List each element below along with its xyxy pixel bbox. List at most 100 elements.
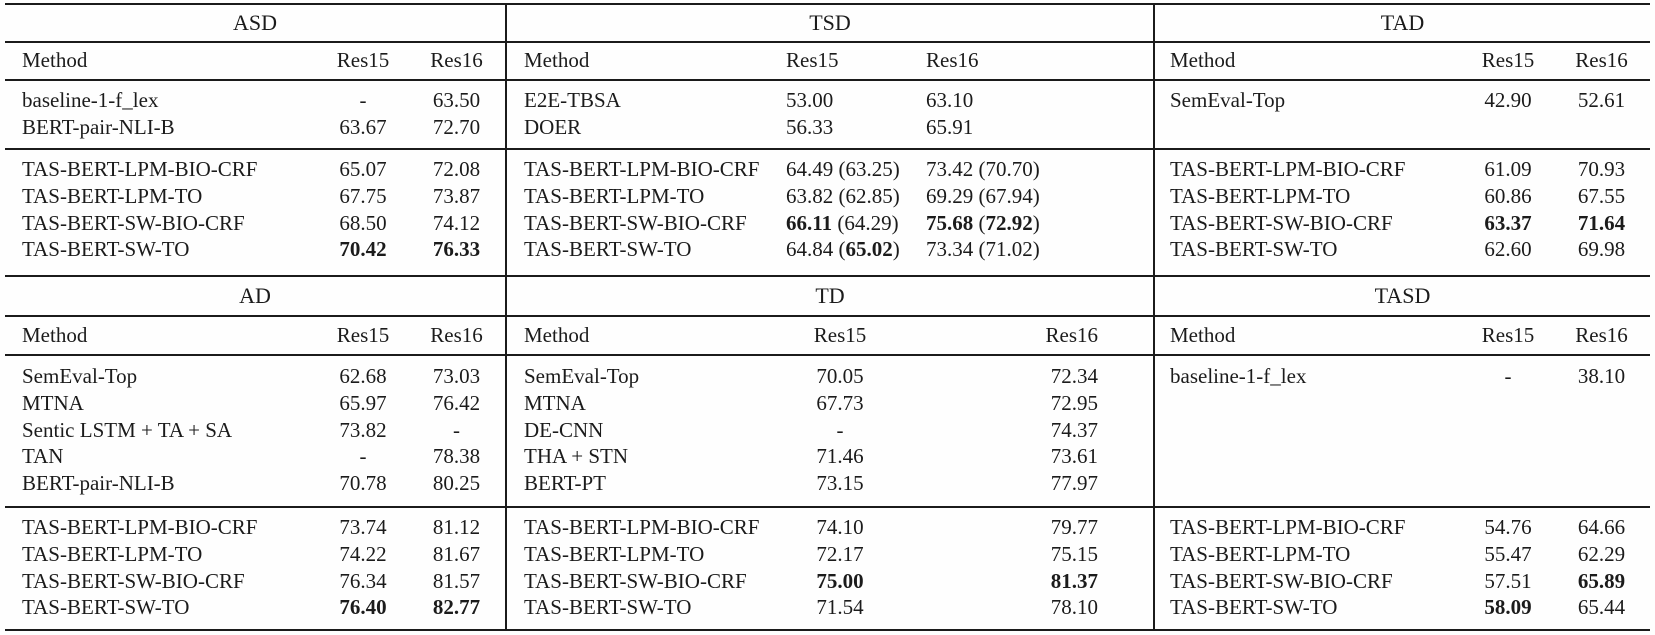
res15-cell: 70.78 [339, 471, 387, 496]
table-row: SemEval-Top 70.05 72.34 [507, 363, 1153, 390]
res15-cell: 58.09 [1484, 595, 1532, 620]
res16-column-header: Res16 [1575, 48, 1628, 72]
table-row: TAS-BERT-LPM-TO 72.17 75.15 [507, 541, 1153, 568]
table-row: SemEval-Top 42.90 52.61 [1155, 87, 1650, 114]
panel-tad-column-headers: Method Res15 Res16 [1155, 43, 1650, 81]
results-table: ASD Method Res15 Res16 baseline-1-f_lex -… [5, 3, 1650, 631]
res16-cell: 65.91 [926, 114, 974, 139]
res16-cell: 78.10 [1050, 595, 1098, 620]
panel-ad-baseline-rows: SemEval-Top 62.68 73.03 MTNA 65.97 76.42 Senti… [5, 356, 505, 508]
panel-tasd-baseline-rows: baseline-1-f_lex - 38.10 [1155, 356, 1650, 508]
res15-cell: 55.47 [1484, 541, 1532, 566]
panel-tsd-column-headers: Method Res15 Res16 [507, 43, 1153, 81]
res15-cell: 76.40 [339, 595, 387, 620]
table-row: TAS-BERT-LPM-BIO-CRF 73.74 81.12 [5, 514, 505, 541]
panel-tsd-title: TSD [507, 5, 1153, 43]
panel-tasd-title: TASD [1155, 277, 1650, 317]
res16-cell: 65.89 [1577, 568, 1626, 593]
panel-tad: TAD Method Res15 Res16 SemEval-Top 42.90 5… [1153, 5, 1650, 277]
method-cell: TAS-BERT-LPM-BIO-CRF [1170, 515, 1406, 539]
method-cell: THA + STN [524, 444, 629, 469]
method-cell: TAS-BERT-LPM-BIO-CRF [22, 515, 258, 539]
table-row: TAS-BERT-LPM-BIO-CRF 61.09 70.93 [1155, 156, 1650, 183]
table-row: DOER 56.33 65.91 [507, 114, 1153, 141]
table-row: MTNA 67.73 72.95 [507, 390, 1153, 417]
res15-cell: 75.00 [816, 568, 864, 593]
res16-cell: 73.42 (70.70) [926, 157, 1040, 181]
res16-cell: 69.29 (67.94) [926, 183, 1040, 208]
res16-cell: 82.77 [432, 595, 481, 620]
method-cell: TAS-BERT-SW-TO [1170, 237, 1338, 262]
panel-asd-tas-rows: TAS-BERT-LPM-BIO-CRF 65.07 72.08 TAS-BERT-L… [5, 150, 505, 277]
res15-cell: 74.10 [816, 515, 864, 539]
res16-column-header: Res16 [430, 48, 483, 72]
table-row: TAS-BERT-SW-TO 70.42 76.33 [5, 236, 505, 263]
panel-tasd: TASD Method Res15 Res16 baseline-1-f_lex… [1153, 277, 1650, 631]
method-cell: SemEval-Top [22, 364, 138, 388]
res15-cell: 65.97 [339, 390, 387, 415]
res16-column-header: Res16 [430, 323, 483, 347]
table-row: BERT-pair-NLI-B 63.67 72.70 [5, 114, 505, 141]
method-cell: TAS-BERT-SW-TO [22, 237, 190, 262]
table-row: E2E-TBSA 53.00 63.10 [507, 87, 1153, 114]
res16-cell: 75.15 [1050, 541, 1098, 566]
panel-tasd-column-headers: Method Res15 Res16 [1155, 317, 1650, 356]
res16-cell: 76.42 [432, 390, 481, 415]
res15-cell: 76.34 [339, 568, 387, 593]
res16-cell: 67.55 [1577, 183, 1626, 208]
method-cell: BERT-pair-NLI-B [22, 114, 175, 139]
table-row: BERT-PT 73.15 77.97 [507, 470, 1153, 497]
method-cell: TAS-BERT-SW-TO [524, 595, 692, 620]
table-row: TAS-BERT-LPM-TO 63.82 (62.85) 69.29 (67.94… [507, 183, 1153, 210]
res16-column-header: Res16 [1575, 323, 1628, 347]
res15-column-header: Res15 [1481, 48, 1535, 72]
table-row: TAS-BERT-LPM-TO 67.75 73.87 [5, 183, 505, 210]
res15-cell: 73.82 [339, 417, 387, 442]
panel-td-column-headers: Method Res15 Res16 [507, 317, 1153, 356]
res15-cell: - [1504, 364, 1512, 388]
method-column-header: Method [1170, 48, 1236, 72]
panel-tsd-tas-rows: TAS-BERT-LPM-BIO-CRF 64.49 (63.25) 73.42 (… [507, 150, 1153, 277]
method-cell: SemEval-Top [1170, 88, 1286, 112]
res16-cell: 69.98 [1577, 237, 1626, 262]
panel-tsd: TSD Method Res15 Res16 E2E-TBSA 53.00 63.1… [505, 5, 1153, 277]
method-cell: TAS-BERT-SW-TO [524, 237, 692, 262]
table-row: TAS-BERT-SW-TO 71.54 78.10 [507, 594, 1153, 621]
res15-cell: 56.33 [786, 114, 834, 139]
res15-cell: 62.60 [1484, 237, 1532, 262]
res15-column-header: Res15 [813, 323, 867, 347]
panel-ad-tas-rows: TAS-BERT-LPM-BIO-CRF 73.74 81.12 TAS-BERT-L… [5, 508, 505, 631]
res16-cell: 72.70 [432, 114, 481, 139]
method-cell: BERT-pair-NLI-B [22, 471, 175, 496]
res15-cell: 62.68 [339, 364, 387, 388]
res15-cell: - [359, 444, 367, 469]
res15-cell: 61.09 [1484, 157, 1532, 181]
table-row: baseline-1-f_lex - 38.10 [1155, 363, 1650, 390]
method-column-header: Method [22, 48, 88, 72]
res15-cell: 65.07 [339, 157, 387, 181]
table-row: TAS-BERT-SW-BIO-CRF 75.00 81.37 [507, 568, 1153, 595]
method-cell: BERT-PT [524, 471, 606, 496]
res16-cell: 63.50 [432, 88, 481, 112]
table-row: DE-CNN - 74.37 [507, 417, 1153, 444]
res15-cell: 53.00 [786, 88, 834, 112]
res15-cell: 54.76 [1484, 515, 1532, 539]
res15-cell: 74.22 [339, 541, 387, 566]
res16-cell: 64.66 [1577, 515, 1626, 539]
res15-cell: 68.50 [339, 210, 387, 235]
method-cell: TAS-BERT-LPM-TO [1170, 541, 1351, 566]
table-row: TAS-BERT-SW-TO 76.40 82.77 [5, 594, 505, 621]
table-row: TAS-BERT-LPM-BIO-CRF 65.07 72.08 [5, 156, 505, 183]
panel-ad: AD Method Res15 Res16 SemEval-Top 62.68 73… [5, 277, 505, 631]
table-row: TAS-BERT-LPM-TO 74.22 81.67 [5, 541, 505, 568]
table-row: SemEval-Top 62.68 73.03 [5, 363, 505, 390]
method-cell: TAS-BERT-LPM-TO [22, 183, 203, 208]
table-row: TAS-BERT-SW-TO 64.84 (65.02) 73.34 (71.02) [507, 236, 1153, 263]
panel-ad-column-headers: Method Res15 Res16 [5, 317, 505, 356]
table-row: TAS-BERT-LPM-TO 55.47 62.29 [1155, 541, 1650, 568]
method-cell: TAS-BERT-LPM-TO [22, 541, 203, 566]
method-cell: TAS-BERT-SW-BIO-CRF [1170, 568, 1393, 593]
res15-cell: 67.75 [339, 183, 387, 208]
method-cell: TAS-BERT-SW-BIO-CRF [524, 568, 747, 593]
